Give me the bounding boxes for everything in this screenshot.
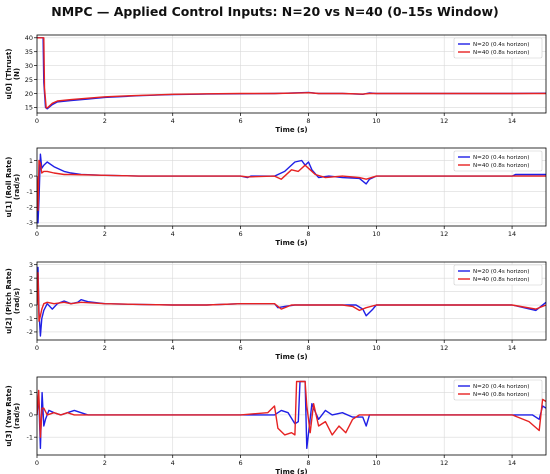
y-axis-label: u[1] (Roll Rate) (5, 157, 13, 218)
x-tick-label: 12 (440, 344, 448, 352)
y-tick-label: 3 (29, 261, 33, 269)
x-tick-label: 10 (372, 344, 380, 352)
y-tick-label: 40 (25, 34, 33, 42)
y-tick-label: 1 (29, 157, 33, 165)
legend-label: N=40 (0.8s horizon) (473, 392, 529, 398)
legend: N=20 (0.4s horizon) N=40 (0.8s horizon) (453, 150, 543, 172)
legend-label: N=20 (0.4s horizon) (473, 42, 529, 48)
y-tick-label: -1 (27, 433, 33, 441)
y-axis-label: u[2] (Pitch Rate) (5, 268, 13, 334)
y-tick-label: -2 (27, 204, 33, 212)
x-tick-label: 14 (508, 230, 516, 238)
x-tick-label: 0 (35, 459, 39, 467)
axes-frame (36, 34, 547, 114)
x-tick-label: 2 (103, 344, 107, 352)
series-line-n40 (37, 159, 546, 212)
legend-label: N=40 (0.8s horizon) (473, 50, 529, 56)
y-tick-label: 20 (25, 90, 33, 98)
axes-frame (36, 147, 547, 227)
legend-box (453, 264, 543, 286)
x-tick-label: 8 (306, 117, 310, 125)
axes-frame (36, 376, 547, 456)
legend-box (453, 379, 543, 401)
y-tick-label: 25 (25, 76, 33, 84)
y-tick-label: 15 (25, 104, 33, 112)
subplot-1: 0 2 4 6 8 10 12 14 -3 -2 -1 0 1 Time (s) u[1] (Roll Ra… (5, 147, 547, 247)
x-tick-label: 10 (372, 230, 380, 238)
x-tick-label: 2 (103, 117, 107, 125)
x-axis-label: Time (s) (275, 353, 307, 361)
x-tick-label: 14 (508, 344, 516, 352)
subplot-3: 0 2 4 6 8 10 12 14 -1 0 1 Time (s) u[3] (Yaw Rate) (r… (5, 376, 547, 474)
y-axis-label: u[3] (Yaw Rate) (5, 385, 13, 446)
x-tick-label: 8 (306, 459, 310, 467)
x-tick-label: 14 (508, 117, 516, 125)
x-tick-label: 0 (35, 117, 39, 125)
legend-label: N=20 (0.4s horizon) (473, 384, 529, 390)
series-line-n40 (37, 380, 546, 438)
y-axis-label: u[0] (Thrust) (5, 49, 13, 100)
x-tick-label: 14 (508, 459, 516, 467)
y-tick-label: 0 (29, 411, 33, 419)
x-tick-label: 0 (35, 344, 39, 352)
y-tick-label: -1 (27, 188, 33, 196)
x-axis-label: Time (s) (275, 126, 307, 134)
x-tick-label: 0 (35, 230, 39, 238)
x-tick-label: 4 (171, 459, 175, 467)
y-axis-unit-label: (rad/s) (13, 403, 21, 429)
x-tick-label: 6 (239, 117, 243, 125)
x-axis-label: Time (s) (275, 239, 307, 247)
x-tick-label: 12 (440, 459, 448, 467)
y-axis-unit-label: (N) (13, 68, 21, 80)
legend: N=20 (0.4s horizon) N=40 (0.8s horizon) (453, 379, 543, 401)
x-tick-label: 4 (171, 344, 175, 352)
x-tick-label: 4 (171, 117, 175, 125)
legend-label: N=20 (0.4s horizon) (473, 155, 529, 161)
y-tick-label: 0 (29, 301, 33, 309)
x-tick-label: 6 (239, 344, 243, 352)
x-tick-label: 10 (372, 459, 380, 467)
subplot-0: 0 2 4 6 8 10 12 14 15 20 25 30 35 40 Time (s) u[0] (Thr… (5, 34, 547, 134)
y-tick-label: 35 (25, 48, 33, 56)
x-axis-label: Time (s) (275, 468, 307, 474)
legend-label: N=20 (0.4s horizon) (473, 269, 529, 275)
y-tick-label: 1 (29, 389, 33, 397)
series-line-n40 (37, 272, 546, 322)
x-tick-label: 12 (440, 230, 448, 238)
legend-box (453, 150, 543, 172)
y-tick-label: 0 (29, 172, 33, 180)
y-tick-label: 1 (29, 288, 33, 296)
y-tick-label: 30 (25, 62, 33, 70)
x-tick-label: 8 (306, 230, 310, 238)
legend-label: N=40 (0.8s horizon) (473, 277, 529, 283)
x-tick-label: 6 (239, 459, 243, 467)
legend-box (453, 37, 543, 59)
y-tick-label: -2 (27, 328, 33, 336)
y-tick-label: -3 (27, 219, 33, 227)
y-tick-label: 2 (29, 274, 33, 282)
x-tick-label: 2 (103, 230, 107, 238)
axes-frame (36, 261, 547, 341)
x-tick-label: 10 (372, 117, 380, 125)
legend-label: N=40 (0.8s horizon) (473, 163, 529, 169)
legend: N=20 (0.4s horizon) N=40 (0.8s horizon) (453, 264, 543, 286)
figure-title: NMPC — Applied Control Inputs: N=20 vs N… (51, 4, 499, 19)
series-line-n40 (37, 37, 546, 109)
x-tick-label: 2 (103, 459, 107, 467)
y-axis-unit-label: (rad/s) (13, 288, 21, 314)
x-tick-label: 4 (171, 230, 175, 238)
y-tick-label: -1 (27, 315, 33, 323)
x-tick-label: 6 (239, 230, 243, 238)
x-tick-label: 12 (440, 117, 448, 125)
x-tick-label: 8 (306, 344, 310, 352)
legend: N=20 (0.4s horizon) N=40 (0.8s horizon) (453, 37, 543, 59)
y-axis-unit-label: (rad/s) (13, 174, 21, 200)
